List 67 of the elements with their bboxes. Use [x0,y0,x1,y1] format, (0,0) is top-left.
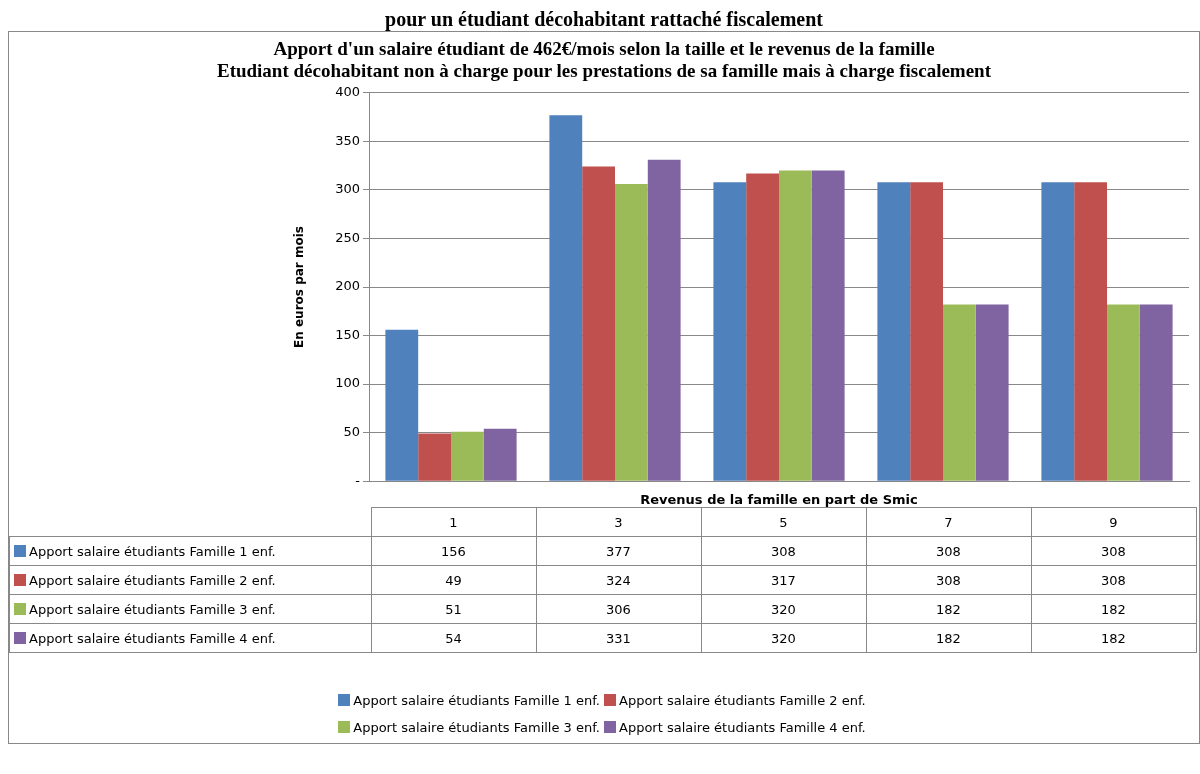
data-label: 320 [701,594,866,624]
y-axis-title: En euros par mois [292,226,307,348]
y-tick-label: 100 [335,375,360,391]
data-label: 331 [536,623,701,653]
bar [1074,182,1107,481]
data-label: 51 [371,594,536,624]
data-label: 156 [371,536,536,566]
bar [647,159,681,481]
chart-subtitle: Etudiant décohabitant non à charge pour les prestations de sa famille mais à charge fiscalement [215,60,993,82]
text: pour un étudiant décohabitant rattaché fiscalement [384,8,824,31]
data-label: 308 [1031,536,1196,566]
data-label: 308 [866,536,1031,566]
y-tick-label: 300 [335,181,360,197]
y-tick-label: 250 [335,229,360,245]
data-label: 320 [701,623,866,653]
data-label: 308 [701,536,866,566]
x-axis-title: Revenus de la famille en part de Smic [639,492,919,507]
bar [746,173,779,481]
bar [943,304,976,481]
y-tick-label: 200 [335,278,360,294]
x-tick-label: 1 [371,507,536,537]
bar [549,115,583,481]
data-label: 324 [536,565,701,595]
chart-title: Apport d'un salaire étudiant de 462€/mois selon la taille et le revenus de la famille [272,38,936,60]
y-tick-label: 400 [335,84,360,100]
y-tick-label: 350 [335,132,360,148]
bar [779,170,812,481]
x-tick-label: 3 [536,507,701,537]
bar [1139,304,1173,481]
text: Apport salaire étudiants Famille 4 enf. [29,630,276,646]
y-tick-label: - [355,472,361,488]
text: Apport salaire étudiants Famille 3 enf. [353,720,600,735]
y-tick-label: 150 [335,326,360,342]
y-tick-label: 50 [343,424,360,440]
text: Apport salaire étudiants Famille 1 enf. [353,693,600,708]
bar [811,170,845,481]
data-label: 377 [536,536,701,566]
bar [975,304,1009,481]
legend-label: Apport salaire étudiants Famille 4 enf. [619,720,866,735]
data-label: 308 [866,565,1031,595]
x-tick-label: 5 [701,507,866,537]
data-label: 54 [371,623,536,653]
data-label: 182 [1031,594,1196,624]
bar [1041,182,1075,481]
legend-label: Apport salaire étudiants Famille 2 enf. [29,572,276,588]
bar [615,184,648,481]
bar [483,428,517,481]
x-tick-label: 9 [1031,507,1196,537]
bar [385,329,419,481]
bar [582,166,615,481]
legend-label: Apport salaire étudiants Famille 1 enf. [29,543,276,559]
bar [1107,304,1140,481]
data-label: 182 [866,623,1031,653]
x-tick-label: 7 [866,507,1031,537]
bar [910,182,943,481]
data-label: 182 [866,594,1031,624]
bar [451,431,484,481]
data-label: 306 [536,594,701,624]
data-label: 182 [1031,623,1196,653]
text: Apport salaire étudiants Famille 2 enf. [619,693,866,708]
data-label: 317 [701,565,866,595]
bar [713,182,747,481]
legend-label: Apport salaire étudiants Famille 3 enf. [29,601,276,617]
data-label: 308 [1031,565,1196,595]
data-label: 49 [371,565,536,595]
bar [418,433,451,481]
bar [877,182,911,481]
